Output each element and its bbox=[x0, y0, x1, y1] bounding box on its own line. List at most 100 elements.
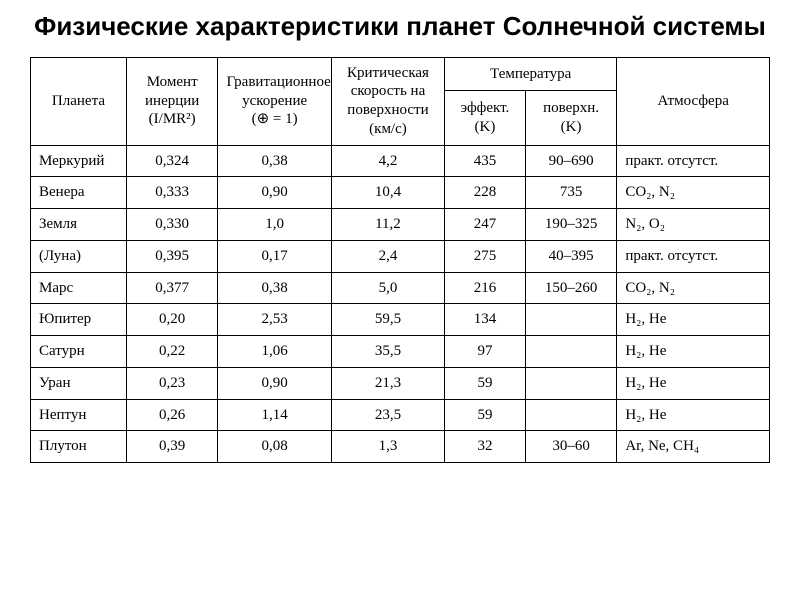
cell-gravity: 0,90 bbox=[218, 177, 331, 209]
cell-tsurf: 150–260 bbox=[525, 272, 617, 304]
cell-critvel: 5,0 bbox=[331, 272, 444, 304]
cell-inertia: 0,333 bbox=[126, 177, 218, 209]
col-teff: эффект. (K) bbox=[445, 91, 526, 145]
cell-planet: Сатурн bbox=[31, 336, 127, 368]
col-temperature: Температура bbox=[445, 57, 617, 91]
cell-critvel: 21,3 bbox=[331, 367, 444, 399]
table-row: Сатурн0,221,0635,597H₂, He bbox=[31, 336, 770, 368]
cell-tsurf bbox=[525, 304, 617, 336]
cell-planet: Меркурий bbox=[31, 145, 127, 177]
cell-planet: Марс bbox=[31, 272, 127, 304]
critvel-l1: Критическая bbox=[347, 65, 429, 81]
cell-tsurf bbox=[525, 336, 617, 368]
cell-inertia: 0,20 bbox=[126, 304, 218, 336]
cell-inertia: 0,395 bbox=[126, 240, 218, 272]
cell-teff: 32 bbox=[445, 431, 526, 463]
cell-planet: Нептун bbox=[31, 399, 127, 431]
col-inertia: Момент инерции (I/MR²) bbox=[126, 57, 218, 145]
cell-atmosphere: N₂, O₂ bbox=[617, 209, 770, 241]
cell-planet: Земля bbox=[31, 209, 127, 241]
cell-atmosphere: H₂, He bbox=[617, 304, 770, 336]
cell-atmosphere: H₂, He bbox=[617, 367, 770, 399]
page-title: Физические характеристики планет Солнечн… bbox=[30, 10, 770, 43]
cell-atmosphere: CO₂, N₂ bbox=[617, 177, 770, 209]
inertia-l2: инерции bbox=[145, 93, 199, 109]
cell-tsurf bbox=[525, 367, 617, 399]
table-body: Меркурий0,3240,384,243590–690практ. отсу… bbox=[31, 145, 770, 463]
cell-gravity: 0,17 bbox=[218, 240, 331, 272]
cell-inertia: 0,377 bbox=[126, 272, 218, 304]
table-row: Нептун0,261,1423,559H₂, He bbox=[31, 399, 770, 431]
cell-planet: (Луна) bbox=[31, 240, 127, 272]
tsurf-l1: поверхн. bbox=[543, 100, 599, 116]
cell-teff: 228 bbox=[445, 177, 526, 209]
cell-atmosphere: CO₂, N₂ bbox=[617, 272, 770, 304]
cell-critvel: 11,2 bbox=[331, 209, 444, 241]
header-row-1: Планета Момент инерции (I/MR²) Гравитаци… bbox=[31, 57, 770, 91]
table-row: (Луна)0,3950,172,427540–395практ. отсутс… bbox=[31, 240, 770, 272]
col-atmosphere: Атмосфера bbox=[617, 57, 770, 145]
cell-teff: 59 bbox=[445, 367, 526, 399]
col-planet: Планета bbox=[31, 57, 127, 145]
cell-atmosphere: практ. отсутст. bbox=[617, 145, 770, 177]
cell-critvel: 1,3 bbox=[331, 431, 444, 463]
cell-tsurf: 40–395 bbox=[525, 240, 617, 272]
table-row: Марс0,3770,385,0216150–260CO₂, N₂ bbox=[31, 272, 770, 304]
gravity-l3: (⊕ = 1) bbox=[252, 111, 298, 127]
cell-critvel: 2,4 bbox=[331, 240, 444, 272]
inertia-l1: Момент bbox=[147, 74, 198, 90]
cell-teff: 247 bbox=[445, 209, 526, 241]
cell-tsurf: 190–325 bbox=[525, 209, 617, 241]
cell-inertia: 0,26 bbox=[126, 399, 218, 431]
cell-teff: 435 bbox=[445, 145, 526, 177]
col-critvel: Критическая скорость на поверхности (км/… bbox=[331, 57, 444, 145]
col-tsurf: поверхн. (K) bbox=[525, 91, 617, 145]
cell-planet: Венера bbox=[31, 177, 127, 209]
cell-gravity: 0,08 bbox=[218, 431, 331, 463]
cell-gravity: 2,53 bbox=[218, 304, 331, 336]
inertia-l3: (I/MR²) bbox=[149, 111, 196, 127]
cell-critvel: 59,5 bbox=[331, 304, 444, 336]
cell-atmosphere: H₂, He bbox=[617, 399, 770, 431]
cell-teff: 134 bbox=[445, 304, 526, 336]
cell-tsurf: 90–690 bbox=[525, 145, 617, 177]
table-row: Уран0,230,9021,359 H₂, He bbox=[31, 367, 770, 399]
table-row: Венера0,3330,9010,4228735CO₂, N₂ bbox=[31, 177, 770, 209]
critvel-l4: (км/с) bbox=[369, 121, 407, 137]
cell-teff: 97 bbox=[445, 336, 526, 368]
cell-planet: Уран bbox=[31, 367, 127, 399]
gravity-l1: Гравитационное bbox=[226, 74, 330, 90]
cell-gravity: 1,06 bbox=[218, 336, 331, 368]
cell-inertia: 0,39 bbox=[126, 431, 218, 463]
cell-critvel: 23,5 bbox=[331, 399, 444, 431]
cell-teff: 216 bbox=[445, 272, 526, 304]
table-row: Юпитер0,202,5359,5134 H₂, He bbox=[31, 304, 770, 336]
table-row: Плутон0,390,081,33230–60Ar, Ne, CH₄ bbox=[31, 431, 770, 463]
table-row: Земля0,3301,011,2247190–325N₂, O₂ bbox=[31, 209, 770, 241]
cell-tsurf: 735 bbox=[525, 177, 617, 209]
table-row: Меркурий0,3240,384,243590–690практ. отсу… bbox=[31, 145, 770, 177]
planets-table: Планета Момент инерции (I/MR²) Гравитаци… bbox=[30, 57, 770, 464]
cell-inertia: 0,22 bbox=[126, 336, 218, 368]
col-gravity: Гравитационное ускорение (⊕ = 1) bbox=[218, 57, 331, 145]
cell-teff: 275 bbox=[445, 240, 526, 272]
cell-atmosphere: H₂, He bbox=[617, 336, 770, 368]
teff-l1: эффект. bbox=[461, 100, 510, 116]
cell-inertia: 0,330 bbox=[126, 209, 218, 241]
cell-gravity: 1,0 bbox=[218, 209, 331, 241]
tsurf-l2: (K) bbox=[561, 119, 582, 135]
cell-teff: 59 bbox=[445, 399, 526, 431]
cell-inertia: 0,324 bbox=[126, 145, 218, 177]
cell-atmosphere: практ. отсутст. bbox=[617, 240, 770, 272]
cell-critvel: 10,4 bbox=[331, 177, 444, 209]
critvel-l2: скорость на bbox=[351, 83, 426, 99]
cell-gravity: 0,90 bbox=[218, 367, 331, 399]
cell-gravity: 0,38 bbox=[218, 272, 331, 304]
cell-critvel: 4,2 bbox=[331, 145, 444, 177]
cell-planet: Юпитер bbox=[31, 304, 127, 336]
gravity-l2: ускорение bbox=[242, 93, 307, 109]
teff-l2: (K) bbox=[475, 119, 496, 135]
critvel-l3: поверхности bbox=[347, 102, 428, 118]
cell-inertia: 0,23 bbox=[126, 367, 218, 399]
cell-tsurf: 30–60 bbox=[525, 431, 617, 463]
